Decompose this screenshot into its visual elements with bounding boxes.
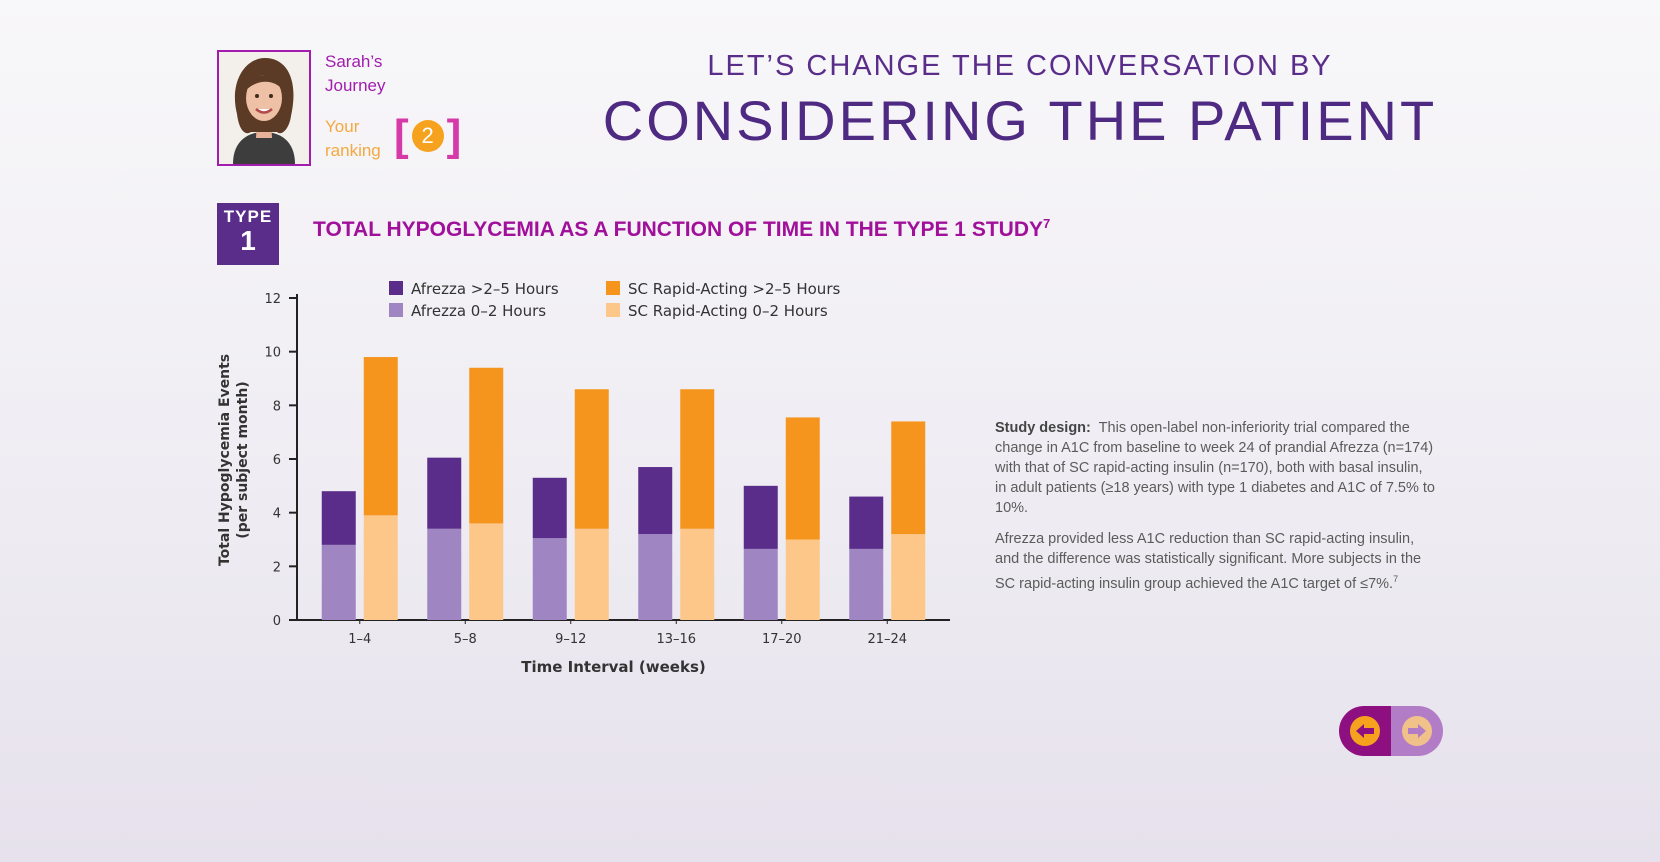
page-subheading: LET’S CHANGE THE CONVERSATION BY	[707, 50, 1333, 82]
patient-portrait	[217, 50, 311, 166]
chart-title: TOTAL HYPOGLYCEMIA AS A FUNCTION OF TIME…	[313, 216, 1050, 242]
type-badge-number: 1	[240, 225, 256, 256]
type-badge-label: TYPE	[223, 207, 273, 226]
bar-sc-rapid-acting-2-5-hours-21-24	[891, 421, 926, 535]
legend-swatch	[606, 281, 620, 295]
legend-label: Afrezza 0–2 Hours	[411, 302, 546, 320]
y-tick-label: 10	[264, 346, 281, 361]
previous-button[interactable]	[1339, 706, 1391, 756]
slide-navigation	[1339, 706, 1443, 756]
legend-label: Afrezza >2–5 Hours	[411, 280, 559, 298]
study-design-label: Study design:	[995, 420, 1091, 436]
bar-afrezza-2-5-hours-17-20	[743, 485, 778, 549]
right-bracket: ]	[446, 111, 462, 160]
bar-sc-rapid-acting-0-2-hours-1-4	[363, 515, 398, 620]
study-result-ref: 7	[1393, 574, 1399, 584]
x-tick-label: 5–8	[454, 632, 477, 647]
x-tick-label: 17–20	[762, 632, 802, 647]
bar-afrezza-2-5-hours-5-8	[427, 457, 462, 529]
bar-sc-rapid-acting-2-5-hours-9-12	[574, 389, 609, 529]
bar-afrezza-0-2-hours-9-12	[532, 538, 567, 620]
legend-swatch	[389, 281, 403, 295]
bar-afrezza-0-2-hours-21-24	[849, 548, 884, 620]
ranking-indicator: [ 2 ]	[394, 114, 461, 158]
bar-afrezza-0-2-hours-5-8	[427, 528, 462, 620]
rank-value: 2	[411, 120, 444, 152]
bar-afrezza-2-5-hours-13-16	[638, 467, 673, 535]
hypoglycemia-chart: 0 2 4 6 8 10 12 Total Hypoglycemia Events (per s…	[217, 280, 950, 676]
journey-label: Sarah’s Journey	[325, 52, 386, 95]
study-result-text: Afrezza provided less A1C reduction than…	[995, 531, 1422, 592]
y-axis-label-line1: Total Hypoglycemia Events	[217, 354, 233, 566]
study-design-paragraph: Study design: This open-label non-inferi…	[995, 418, 1435, 518]
y-tick-label: 4	[273, 507, 281, 522]
bar-sc-rapid-acting-2-5-hours-1-4	[363, 357, 398, 516]
x-tick-label: 21–24	[867, 632, 907, 647]
study-design-text: This open-label non-inferiority trial co…	[995, 420, 1435, 516]
y-tick-label: 2	[273, 560, 281, 575]
study-notes: Study design: This open-label non-inferi…	[995, 418, 1435, 605]
y-tick-label: 0	[273, 614, 281, 629]
bar-afrezza-0-2-hours-1-4	[321, 544, 356, 620]
bar-sc-rapid-acting-0-2-hours-5-8	[469, 523, 504, 620]
bar-sc-rapid-acting-0-2-hours-17-20	[785, 539, 820, 620]
y-tick-label: 12	[264, 292, 281, 307]
bar-sc-rapid-acting-2-5-hours-17-20	[785, 417, 820, 540]
bar-afrezza-0-2-hours-13-16	[638, 534, 673, 620]
bar-sc-rapid-acting-2-5-hours-13-16	[680, 389, 715, 529]
bar-afrezza-2-5-hours-9-12	[532, 477, 567, 539]
chart-title-ref: 7	[1043, 216, 1051, 231]
y-axis-label-line2: (per subject month)	[235, 381, 251, 538]
x-tick-label: 13–16	[656, 632, 696, 647]
x-tick-label: 9–12	[555, 632, 586, 647]
study-result-paragraph: Afrezza provided less A1C reduction than…	[995, 529, 1435, 594]
y-tick-label: 8	[273, 399, 281, 414]
bar-afrezza-2-5-hours-1-4	[321, 491, 356, 545]
bar-sc-rapid-acting-0-2-hours-9-12	[574, 528, 609, 620]
woman-portrait-icon	[219, 52, 309, 164]
x-axis-label: Time Interval (weeks)	[521, 658, 705, 676]
bar-sc-rapid-acting-0-2-hours-13-16	[680, 528, 715, 620]
bar-afrezza-2-5-hours-21-24	[849, 496, 884, 549]
chart-title-text: TOTAL HYPOGLYCEMIA AS A FUNCTION OF TIME…	[313, 218, 1043, 241]
y-tick-label: 6	[273, 453, 281, 468]
bar-sc-rapid-acting-2-5-hours-5-8	[469, 367, 504, 524]
x-tick-label: 1–4	[348, 632, 371, 647]
page-title: CONSIDERING THE PATIENT	[602, 89, 1438, 152]
legend-label: SC Rapid-Acting >2–5 Hours	[628, 280, 840, 298]
left-bracket: [	[394, 111, 409, 160]
arrow-right-icon	[1402, 716, 1432, 746]
bar-afrezza-0-2-hours-17-20	[743, 548, 778, 620]
type-badge: TYPE 1	[217, 203, 279, 265]
legend-swatch	[389, 303, 403, 317]
bar-sc-rapid-acting-0-2-hours-21-24	[891, 534, 926, 620]
ranking-label: Your ranking	[325, 117, 381, 160]
arrow-left-icon	[1350, 716, 1380, 746]
legend-swatch	[606, 303, 620, 317]
legend-label: SC Rapid-Acting 0–2 Hours	[628, 302, 828, 320]
next-button[interactable]	[1391, 706, 1443, 756]
